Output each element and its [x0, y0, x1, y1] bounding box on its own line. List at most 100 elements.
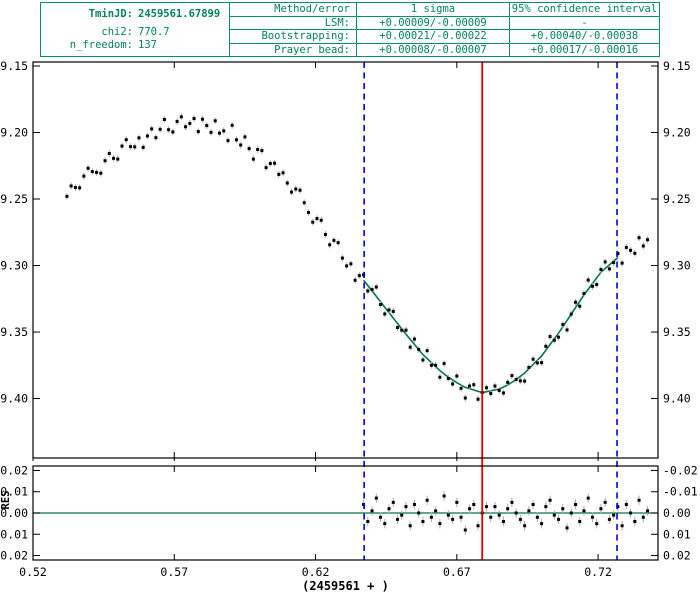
data-point	[429, 363, 433, 367]
residual-point	[484, 505, 488, 509]
y-tick-label: 9.15	[0, 59, 28, 73]
data-point	[167, 128, 171, 132]
residual-point	[434, 509, 438, 513]
y-tick-label: 9.40	[0, 392, 28, 406]
data-point	[73, 186, 77, 190]
data-point	[527, 365, 531, 369]
data-point	[383, 312, 387, 316]
data-point	[128, 145, 132, 149]
residual-point	[421, 520, 425, 524]
data-point	[95, 170, 99, 174]
residual-point	[531, 502, 535, 506]
chi2-value: 770.7	[138, 26, 170, 38]
tmin-label: TminJD:	[88, 8, 133, 20]
residual-point	[552, 513, 556, 517]
residual-point	[408, 524, 412, 528]
residual-point	[463, 528, 467, 532]
residual-point	[425, 498, 429, 502]
data-point	[239, 143, 243, 147]
data-point	[561, 323, 565, 327]
results-table: TminJD: 2459561.67899 chi2: 770.7 n_free…	[40, 2, 660, 57]
data-point	[311, 220, 315, 224]
data-point	[476, 397, 480, 401]
data-point	[540, 361, 544, 365]
data-point	[328, 243, 332, 247]
residual-point	[599, 507, 603, 511]
data-point	[569, 312, 573, 316]
ci-value: +0.00017/-0.00016	[530, 43, 639, 56]
residual-point	[501, 520, 505, 524]
data-point	[154, 136, 158, 140]
residual-point	[493, 505, 497, 509]
residual-y-tick-label: 0.02	[663, 549, 691, 563]
col-method-header: Method/error	[230, 3, 357, 16]
data-point	[366, 289, 370, 293]
method-label: LSM:	[230, 16, 357, 29]
data-point	[493, 384, 497, 388]
x-tick-label: 0.62	[302, 565, 330, 579]
data-point	[590, 284, 594, 288]
data-point	[226, 139, 230, 143]
data-point	[641, 244, 645, 248]
data-point	[78, 186, 82, 190]
data-point	[260, 149, 264, 153]
x-axis-title: (2459561 + )	[302, 579, 389, 593]
data-point	[179, 115, 183, 119]
residual-point	[641, 515, 645, 519]
residual-point	[586, 496, 590, 500]
residual-point	[565, 526, 569, 530]
data-point	[158, 127, 162, 131]
chi2-label: chi2:	[101, 26, 133, 38]
data-point	[234, 138, 238, 142]
residual-point	[629, 511, 633, 515]
residual-point	[523, 524, 527, 528]
data-point	[451, 382, 455, 386]
data-point	[595, 283, 599, 287]
residual-point	[612, 513, 616, 517]
data-point	[557, 335, 561, 339]
data-point	[107, 152, 111, 156]
nfreedom-label: n_freedom:	[69, 39, 133, 51]
residual-point	[646, 509, 650, 513]
data-point	[582, 292, 586, 296]
residual-point	[557, 517, 561, 521]
y-tick-label: 9.35	[663, 325, 691, 339]
residual-point	[514, 511, 518, 515]
data-point	[247, 147, 251, 151]
residual-point	[459, 515, 463, 519]
data-point	[357, 274, 361, 278]
data-point	[150, 127, 154, 131]
data-point	[412, 337, 416, 341]
residual-point	[624, 502, 628, 506]
data-point	[497, 388, 501, 392]
col-sigma-header: 1 sigma	[357, 3, 510, 16]
data-point	[268, 161, 272, 165]
data-point	[90, 170, 94, 174]
data-point	[552, 338, 556, 342]
data-point	[387, 308, 391, 312]
data-point	[501, 391, 505, 395]
data-point	[463, 396, 467, 400]
residual-point	[374, 496, 378, 500]
data-point	[629, 248, 633, 252]
data-point	[612, 261, 616, 265]
residual-point	[472, 502, 476, 506]
table-row-prayer-bead: Prayer bead: +0.00008/-0.00007 +0.00017/…	[230, 43, 659, 56]
data-point	[315, 217, 319, 221]
residual-point	[383, 522, 387, 526]
data-point	[514, 378, 518, 382]
data-point	[425, 349, 429, 353]
data-point	[319, 218, 323, 222]
data-point	[175, 119, 179, 123]
residual-point	[578, 520, 582, 524]
data-point	[99, 171, 103, 175]
residual-point	[451, 517, 455, 521]
data-point	[306, 210, 310, 214]
data-point	[616, 252, 620, 256]
sigma-value: +0.00008/-0.00007	[357, 43, 510, 56]
ci-value: +0.00040/-0.00038	[530, 30, 639, 43]
residual-point	[391, 500, 395, 504]
table-row-lsm: LSM: +0.00009/-0.00009 -	[230, 16, 659, 30]
